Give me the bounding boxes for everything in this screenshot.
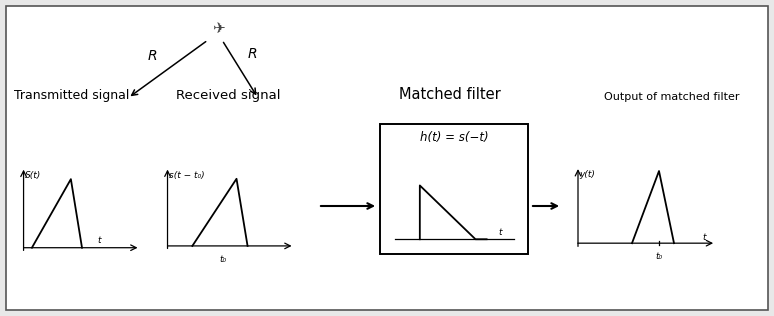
Text: t₀: t₀ xyxy=(656,252,663,261)
Text: Transmitted signal: Transmitted signal xyxy=(14,89,130,102)
Bar xyxy=(380,124,528,254)
Text: R: R xyxy=(247,47,257,61)
Text: s(t − t₀): s(t − t₀) xyxy=(169,171,204,180)
Text: S(t): S(t) xyxy=(25,171,41,180)
Text: t: t xyxy=(702,233,706,242)
Text: ✈: ✈ xyxy=(211,21,224,36)
Text: t: t xyxy=(97,236,101,245)
Text: h(t) = s(−t): h(t) = s(−t) xyxy=(420,131,488,144)
Text: Matched filter: Matched filter xyxy=(399,87,501,102)
Text: t: t xyxy=(498,228,502,237)
Text: t₀: t₀ xyxy=(219,255,226,264)
Text: Output of matched filter: Output of matched filter xyxy=(604,92,740,102)
Text: Received signal: Received signal xyxy=(176,89,280,102)
Text: R: R xyxy=(147,49,157,63)
Text: y(t): y(t) xyxy=(579,170,595,179)
